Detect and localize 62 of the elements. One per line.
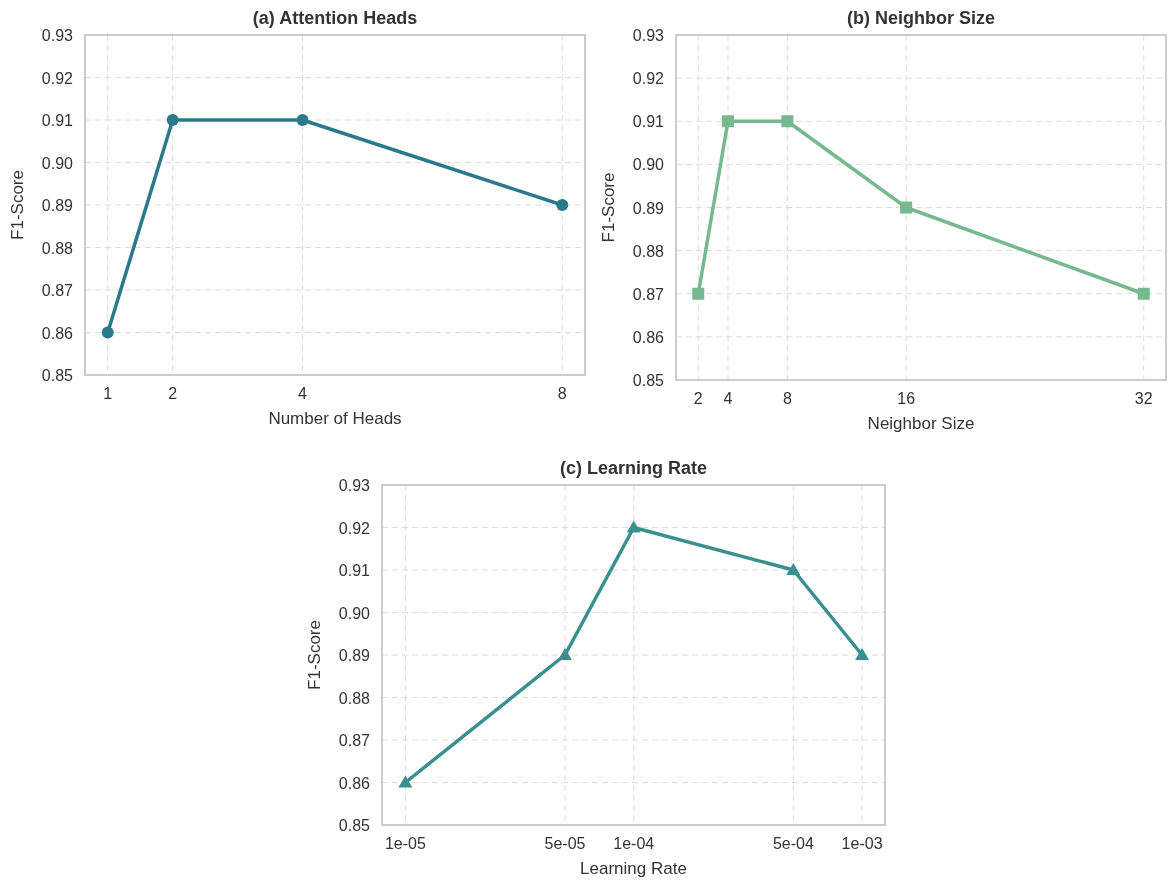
y-tick-label: 0.87 [338,732,371,749]
point [855,648,870,660]
x-tick-label: 1e-05 [384,835,426,852]
y-tick-label: 0.91 [41,112,74,129]
x-axis-title: Number of Heads [268,409,402,428]
y-tick-label: 0.90 [338,604,371,622]
x-tick-label: 5e-05 [544,835,586,852]
x-axis-title: Learning Rate [580,859,687,878]
chart-title: (a) Attention Heads [252,8,418,28]
y-tick-label: 0.90 [41,154,74,172]
chart-title: (b) Neighbor Size [847,8,995,28]
y-axis-title: F1-Score [599,172,618,243]
y-tick-label: 0.91 [632,113,665,131]
point [398,775,413,788]
y-axis-title: F1-Score [8,170,27,240]
x-tick-label: 1 [103,385,113,402]
point [900,201,913,214]
y-tick-label: 0.87 [41,282,74,299]
x-tick-label: 32 [1134,390,1153,407]
x-axis-title: Neighbor Size [867,414,975,433]
x-tick-label: 1e-04 [613,835,655,852]
y-tick-label: 0.86 [338,774,371,792]
y-tick-label: 0.93 [632,27,665,44]
y-tick-label: 0.88 [632,242,665,260]
x-tick-label: 4 [298,385,308,402]
y-tick-label: 0.92 [632,70,665,88]
x-tick-label: 8 [782,390,792,407]
point [101,326,114,339]
x-tick-label: 2 [168,385,178,402]
point [692,287,705,300]
point [296,114,309,126]
x-tick-label: 5e-04 [772,835,814,852]
y-tick-label: 0.86 [632,328,665,346]
point [781,115,794,128]
y-tick-label: 0.89 [632,199,665,217]
point [166,114,179,126]
point [1137,287,1150,300]
y-tick-label: 0.90 [632,156,665,174]
y-tick-label: 0.88 [338,689,371,707]
y-tick-label: 0.89 [41,197,74,214]
point [721,115,734,128]
x-tick-label: 2 [693,390,703,407]
x-tick-label: 8 [557,385,567,402]
y-tick-label: 0.88 [41,239,74,257]
x-tick-label: 4 [723,390,733,407]
y-tick-label: 0.89 [338,647,371,664]
chart-title: (c) Learning Rate [559,458,708,478]
y-tick-label: 0.87 [632,285,665,303]
point [626,520,641,533]
y-tick-label: 0.93 [41,27,74,44]
x-tick-label: 1e-03 [841,835,883,852]
y-axis-title: F1-Score [305,620,324,690]
y-tick-label: 0.91 [338,562,371,579]
x-tick-label: 16 [897,390,916,407]
y-tick-label: 0.93 [338,477,371,494]
y-tick-label: 0.86 [41,324,74,342]
y-tick-label: 0.85 [338,817,371,834]
y-tick-label: 0.85 [41,367,74,384]
y-tick-label: 0.85 [632,372,665,389]
y-tick-label: 0.92 [41,69,74,87]
y-tick-label: 0.92 [338,519,371,537]
point [556,199,569,211]
